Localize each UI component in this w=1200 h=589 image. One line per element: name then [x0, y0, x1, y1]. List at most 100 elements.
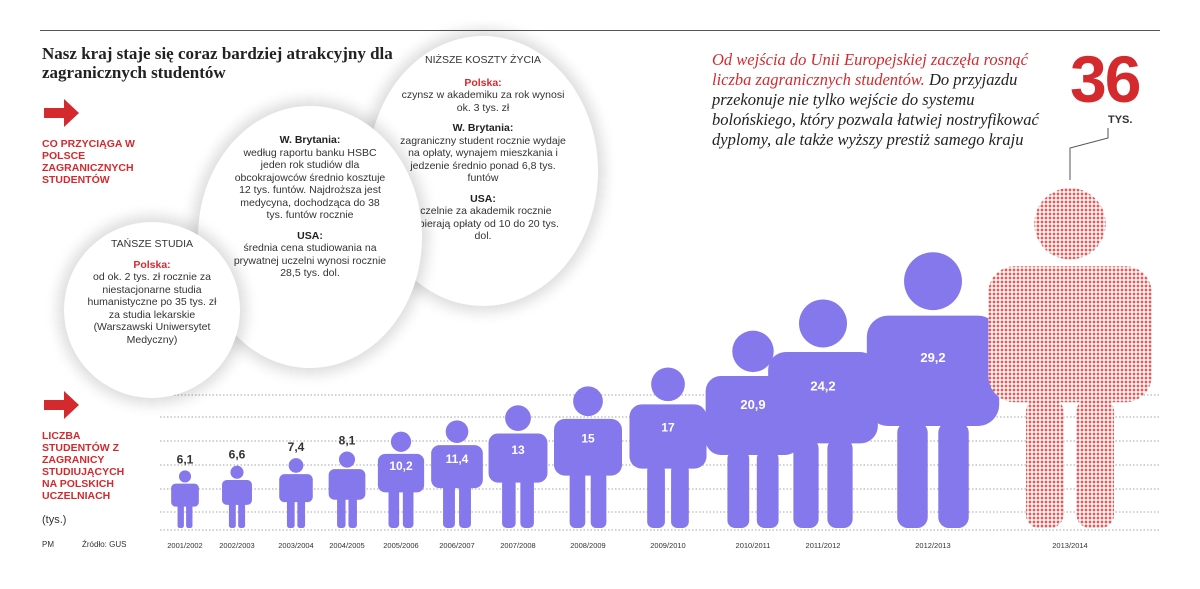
- figure-leg: [520, 478, 534, 528]
- student-figure: [171, 470, 199, 528]
- data-label: 13: [511, 443, 525, 457]
- figure-leg: [671, 464, 689, 528]
- figure-torso: [222, 480, 252, 505]
- figure-torso: [554, 418, 622, 476]
- data-label: 20,9: [740, 397, 765, 412]
- student-figure: [629, 367, 707, 528]
- figure-torso: [988, 266, 1152, 403]
- figure-head: [230, 465, 244, 479]
- data-label: 6,6: [229, 448, 246, 462]
- student-figure: [377, 431, 425, 528]
- student-figure: [988, 188, 1152, 528]
- figure-leg: [177, 502, 184, 528]
- country-label: Polska:: [464, 76, 502, 89]
- top-rule: [40, 30, 1160, 31]
- tick-label: 2011/2012: [806, 541, 841, 550]
- figure-head: [1034, 188, 1106, 260]
- figure-head: [505, 405, 531, 432]
- tick-label: 2004/2005: [329, 541, 364, 550]
- figure-leg: [756, 450, 779, 528]
- student-figure: [222, 465, 252, 528]
- data-label: 7,4: [288, 440, 305, 454]
- figure-leg: [793, 439, 819, 528]
- figure-head: [390, 431, 412, 452]
- figure-leg: [590, 471, 607, 528]
- bubble-heading: NIŻSZE KOSZTY ŻYCIA: [425, 54, 541, 66]
- data-label: 8,1: [339, 434, 356, 448]
- figure-leg: [938, 421, 969, 528]
- figure-head: [732, 330, 774, 373]
- tick-label: 2010/2011: [736, 541, 771, 550]
- unit-label: (tys.): [42, 514, 67, 526]
- data-label: 6,1: [177, 452, 194, 466]
- tick-label: 2002/2003: [219, 541, 254, 550]
- figure-head: [573, 386, 603, 417]
- figure-leg: [827, 439, 853, 528]
- student-figure: [768, 299, 878, 528]
- tick-label: 2005/2006: [383, 541, 418, 550]
- figure-torso: [377, 453, 425, 493]
- figure-torso: [431, 445, 483, 489]
- quote-dark: Do przyjazdu przekonuje nie tylko wejści…: [712, 70, 1039, 149]
- figure-leg: [286, 498, 295, 528]
- students-label: LICZBA STUDENTÓW Z ZAGRANICY STUDIUJĄCYC…: [42, 430, 125, 502]
- figure-leg: [459, 484, 471, 528]
- figure-leg: [502, 478, 516, 528]
- data-label: 15: [581, 432, 595, 446]
- figure-leg: [897, 421, 928, 528]
- figure-torso: [629, 404, 707, 469]
- figure-leg: [238, 500, 246, 528]
- arrow-right-icon: [44, 391, 79, 419]
- country-label: USA:: [297, 229, 323, 242]
- tick-label: 2006/2007: [439, 541, 474, 550]
- figure-leg: [348, 495, 357, 528]
- bubble-text: zagraniczny student rocznie wydaje na op…: [400, 134, 566, 185]
- tick-label: 2008/2009: [570, 541, 605, 550]
- attract-label: CO PRZYCIĄGA W POLSCE ZAGRANICZNYCH STUD…: [42, 138, 135, 186]
- country-label: Polska:: [133, 258, 171, 271]
- tick-label: 2003/2004: [278, 541, 313, 550]
- figure-torso: [866, 315, 1000, 426]
- tick-label: 2001/2002: [167, 541, 202, 550]
- bubble-text: średnia cena studiowania na prywatnej uc…: [233, 242, 387, 279]
- figure-leg: [402, 488, 414, 528]
- tick-label: 2013/2014: [1052, 541, 1087, 550]
- figure-leg: [337, 495, 346, 528]
- figure-leg: [228, 500, 236, 528]
- highlight-unit: TYS.: [1108, 114, 1133, 126]
- figure-head: [288, 458, 304, 473]
- bubble-heading: TAŃSZE STUDIA: [110, 238, 194, 250]
- data-label: 17: [661, 420, 675, 434]
- figure-head: [651, 367, 685, 402]
- bubble-text: uczelnie za akademik rocznie pobierają o…: [407, 205, 559, 242]
- source-prefix: PM: [42, 540, 54, 549]
- country-label: W. Brytania:: [279, 134, 341, 146]
- figure-head: [445, 420, 469, 443]
- highlight-value: 36: [1070, 42, 1141, 116]
- quote-red: Od wejścia do Unii Europejskiej zaczęła …: [712, 50, 1028, 89]
- figure-leg: [297, 498, 306, 528]
- page-title: Nasz kraj staje się coraz bardziej atrak…: [42, 44, 393, 82]
- figure-head: [338, 451, 356, 468]
- figure-torso: [279, 474, 313, 503]
- tick-label: 2009/2010: [650, 541, 685, 550]
- bubble-text: od ok. 2 tys. zł rocznie za niestacjonar…: [87, 271, 217, 346]
- figure-leg: [727, 450, 750, 528]
- country-label: USA:: [470, 192, 496, 205]
- bubble-text: czynsz w akademiku za rok wynosi ok. 3 t…: [401, 89, 565, 114]
- figure-leg: [388, 488, 400, 528]
- data-label: 10,2: [389, 459, 413, 473]
- data-label: 24,2: [810, 378, 835, 393]
- figure-leg: [569, 471, 586, 528]
- student-figure: [488, 405, 548, 528]
- figure-leg: [647, 464, 665, 528]
- figure-leg: [1025, 398, 1064, 528]
- bubble-text: według raportu banku HSBC jeden rok stud…: [234, 146, 386, 222]
- figure-head: [904, 252, 962, 311]
- tick-label: 2007/2008: [500, 541, 535, 550]
- student-figure: [328, 451, 366, 528]
- highlight-pointer: [1069, 128, 1109, 180]
- figure-torso: [768, 352, 878, 444]
- figure-torso: [171, 483, 199, 507]
